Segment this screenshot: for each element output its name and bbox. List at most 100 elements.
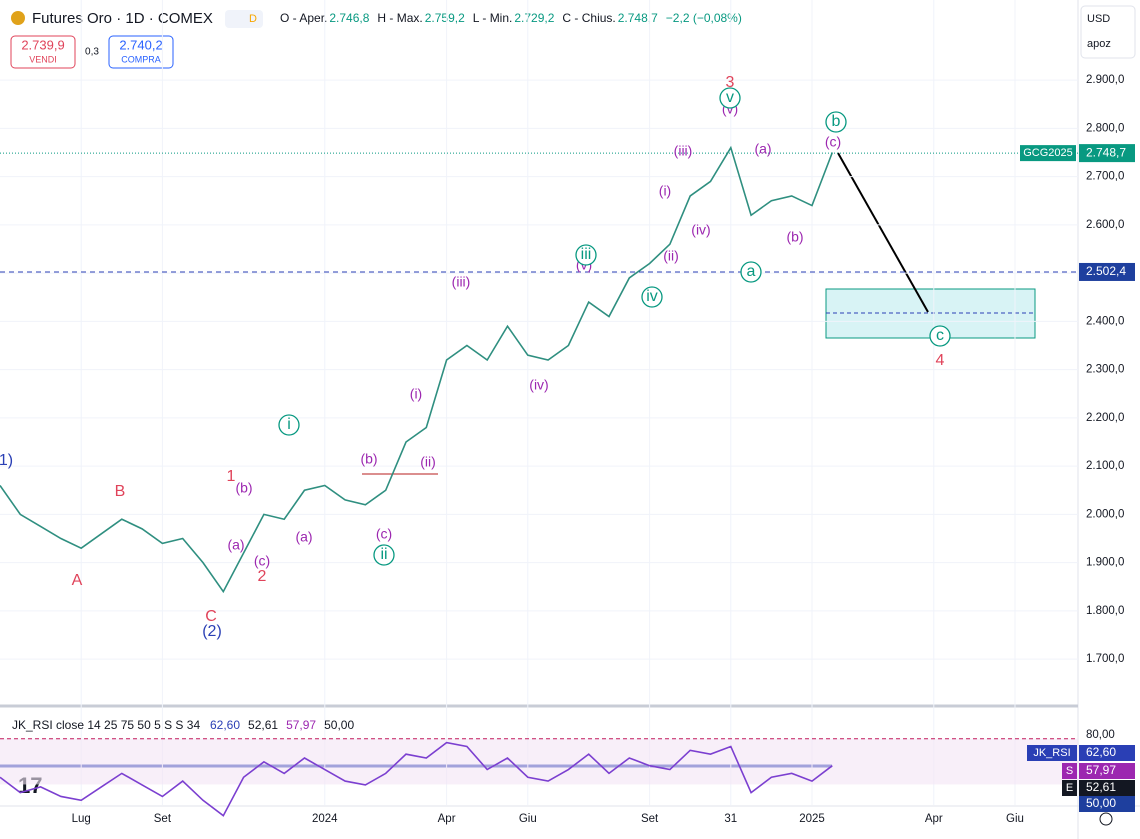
wave-label: (c) [825, 134, 841, 150]
wave-label: (ii) [663, 248, 679, 264]
ohlc-item: 2.729,2 [514, 11, 554, 25]
wave-label: B [115, 483, 126, 500]
wave-label: (a) [754, 141, 771, 157]
symbol-title: Futures Oro · 1D · COMEX [32, 10, 213, 27]
wave-label: C [205, 608, 217, 625]
y-tick-label: 2.000,0 [1086, 508, 1124, 520]
ohlc-item: C - Chius. [562, 11, 615, 25]
spread: 0,3 [85, 47, 99, 58]
ohlc-item: 2.748,7 [618, 11, 658, 25]
wave-label: 3 [726, 74, 735, 91]
x-tick-label: Set [641, 813, 659, 825]
scale-menu[interactable] [1080, 5, 1136, 59]
buy-price: 2.740,2 [119, 37, 162, 52]
wave-circle [929, 325, 951, 347]
wave-label: a [747, 263, 756, 280]
wave-circle [641, 286, 663, 308]
x-tick-label: Giu [1006, 813, 1024, 825]
wave-circle [719, 87, 741, 109]
sell-button[interactable] [10, 35, 76, 69]
scale-mode[interactable]: apoz [1087, 38, 1111, 50]
rsi-name-text: S [1066, 765, 1073, 777]
wave-label: 4 [936, 352, 945, 369]
y-tick-label: 2.600,0 [1086, 219, 1124, 231]
y-tick-label: 2.700,0 [1086, 171, 1124, 183]
wave-label: (ii) [420, 454, 436, 470]
ohlc-item: −2,2 (−0,08%) [666, 11, 742, 25]
rsi-line [0, 741, 833, 817]
sell-price: 2.739,9 [21, 37, 64, 52]
wave-label: (i) [410, 386, 422, 402]
x-tick-label: 31 [724, 813, 737, 825]
y-tick-label: 1.900,0 [1086, 557, 1124, 569]
y-tick-label: 2.200,0 [1086, 412, 1124, 424]
price-line [0, 145, 834, 594]
rsi-tick-label: 80,00 [1086, 729, 1115, 741]
buy-label: COMPRA [121, 54, 161, 64]
rsi-band [0, 738, 1078, 785]
y-tick-label: 1.800,0 [1086, 605, 1124, 617]
wave-label: iv [646, 288, 658, 305]
wave-label: A [72, 572, 83, 589]
ohlc-item: 2.759,2 [425, 11, 465, 25]
wave-label: (iv) [691, 222, 710, 238]
ohlc-item: H - Max. [377, 11, 422, 25]
buy-button[interactable] [108, 35, 174, 69]
wave-label: (b) [235, 480, 252, 496]
rsi-name-tag [1062, 763, 1077, 779]
x-tick-label: Lug [72, 813, 91, 825]
ohlc-item: 2.746,8 [329, 11, 369, 25]
wave-label: i [287, 416, 291, 433]
rsi-tag [1079, 796, 1135, 812]
rsi-name-tag [1027, 745, 1077, 761]
y-tick-label: 2.900,0 [1086, 74, 1124, 86]
y-tick-label: 2.800,0 [1086, 122, 1124, 134]
y-tick-label: 2.100,0 [1086, 460, 1124, 472]
settings-icon[interactable] [1099, 812, 1113, 826]
rsi-tag-text: 52,61 [1086, 780, 1116, 794]
x-tick-label: Giu [519, 813, 537, 825]
wave-label: (iii) [452, 274, 471, 290]
rsi-name-text: E [1066, 782, 1073, 794]
wave-label: (a) [295, 529, 312, 545]
rsi-tag [1079, 745, 1135, 761]
wave-label: 2 [258, 568, 267, 585]
rsi-name-text: JK_RSI [1033, 747, 1070, 759]
symbol-icon [11, 11, 25, 25]
wave-label: (a) [227, 537, 244, 553]
price-tag-text: 2.748,7 [1086, 145, 1126, 159]
x-tick-label: Set [154, 813, 172, 825]
wave-label: (b) [360, 451, 377, 467]
symbol-tag [1020, 145, 1076, 162]
y-tick-label: 2.300,0 [1086, 364, 1124, 376]
rsi-name-tag [1062, 780, 1077, 796]
wave-label: ii [380, 546, 387, 563]
wave-label: b [832, 113, 841, 130]
sell-label: VENDI [29, 54, 57, 64]
target-zone [825, 288, 1036, 339]
wave-circle [278, 414, 300, 436]
rsi-reading: 62,60 [210, 718, 240, 732]
wave-circle [825, 111, 847, 133]
wave-label: 1 [227, 468, 236, 485]
currency[interactable]: USD [1087, 13, 1110, 25]
wave-label: (c) [376, 526, 392, 542]
wave-label: c [936, 327, 944, 344]
projection-arrow [837, 152, 929, 313]
y-tick-label: 1.700,0 [1086, 653, 1124, 665]
wave-label: (i) [659, 183, 671, 199]
rsi-reading: 57,97 [286, 718, 316, 732]
wave-label: (iii) [674, 143, 693, 159]
wave-label: (2) [202, 623, 222, 640]
wave-label: v [726, 89, 734, 106]
ohlc-item: O - Aper. [280, 11, 327, 25]
rsi-tag-text: 57,97 [1086, 763, 1116, 777]
ohlc-item: L - Min. [473, 11, 513, 25]
rsi-tag [1079, 763, 1135, 779]
rsi-title: JK_RSI close 14 25 75 50 5 S S 34 [12, 718, 200, 732]
wave-label: (c) [254, 553, 270, 569]
x-tick-label: Apr [925, 813, 943, 825]
symbol-tag-text: GCG2025 [1023, 147, 1073, 159]
